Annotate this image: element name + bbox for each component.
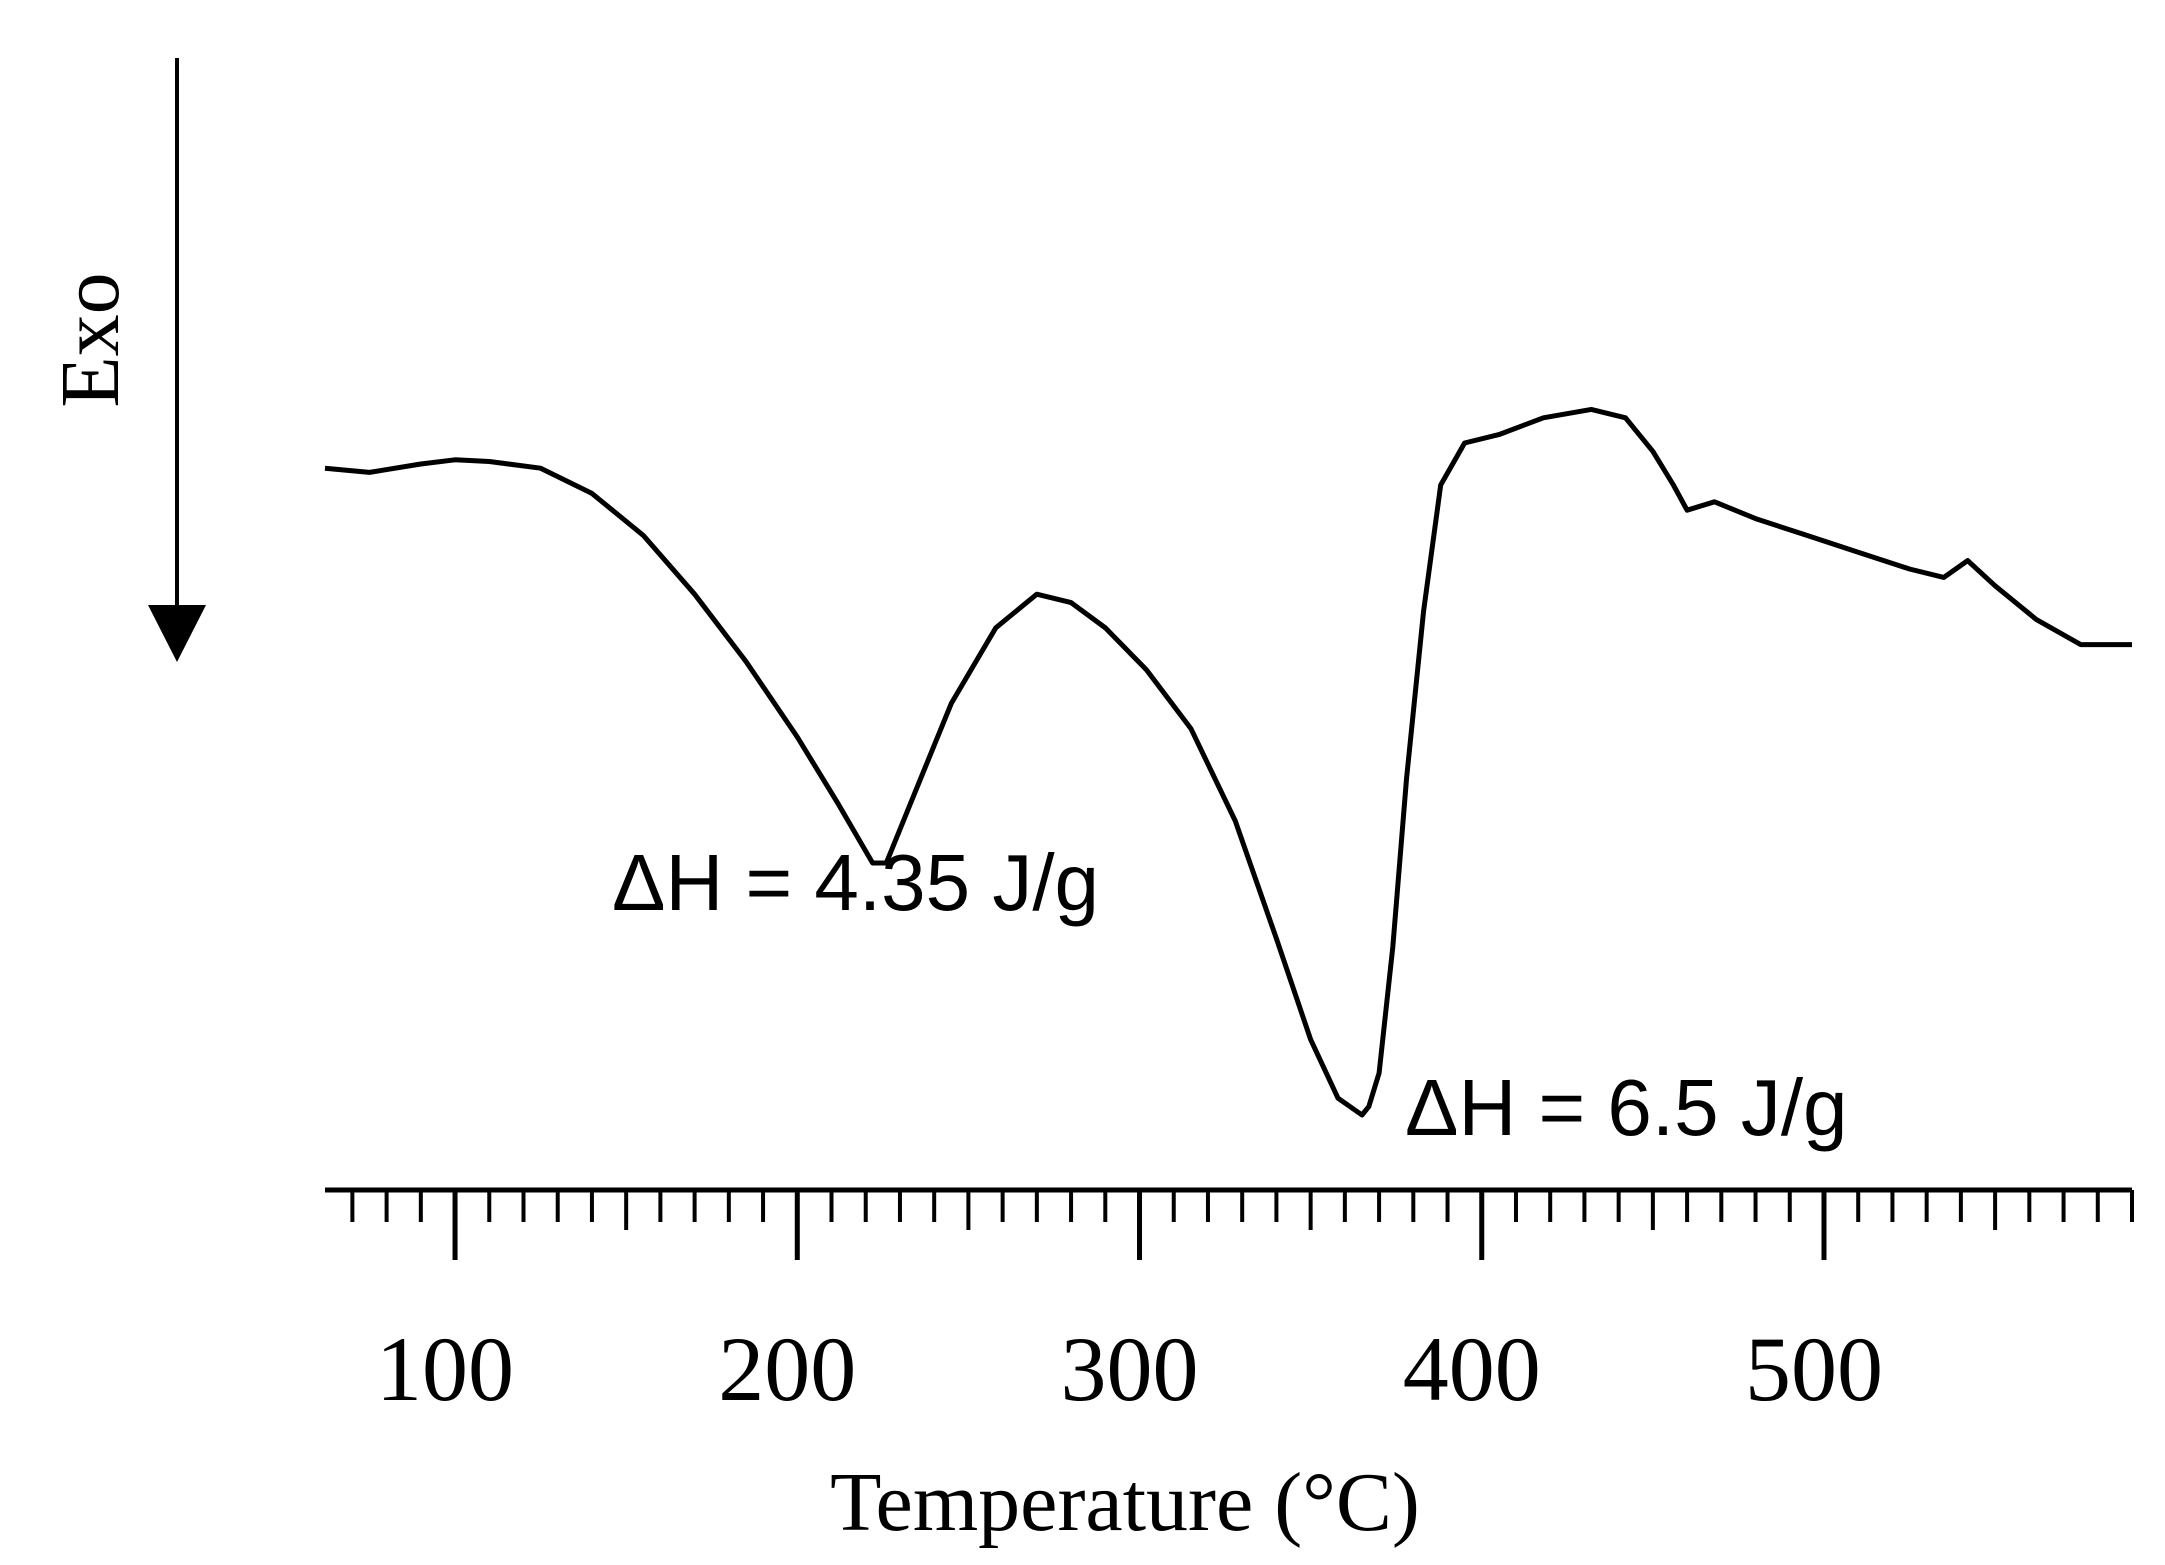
x-tick-label-300: 300	[1061, 1318, 1199, 1420]
y-axis-label: Exo	[44, 272, 137, 407]
x-tick-label-100: 100	[376, 1318, 514, 1420]
peak-annotation-2: ΔH = 6.5 J/g	[1405, 1063, 1848, 1152]
x-axis-tick-labels: 100 200 300 400 500	[376, 1318, 1883, 1420]
x-axis-label: Temperature (°C)	[830, 1456, 1420, 1549]
peak-annotation-1: ΔH = 4.35 J/g	[612, 838, 1099, 927]
dsc-curve	[324, 406, 2132, 1118]
x-tick-label-400: 400	[1403, 1318, 1541, 1420]
exo-arrow	[148, 58, 206, 662]
x-axis-ticks	[350, 1190, 2134, 1260]
x-tick-label-200: 200	[718, 1318, 856, 1420]
x-tick-label-500: 500	[1745, 1318, 1883, 1420]
exo-arrow-head	[148, 605, 206, 662]
